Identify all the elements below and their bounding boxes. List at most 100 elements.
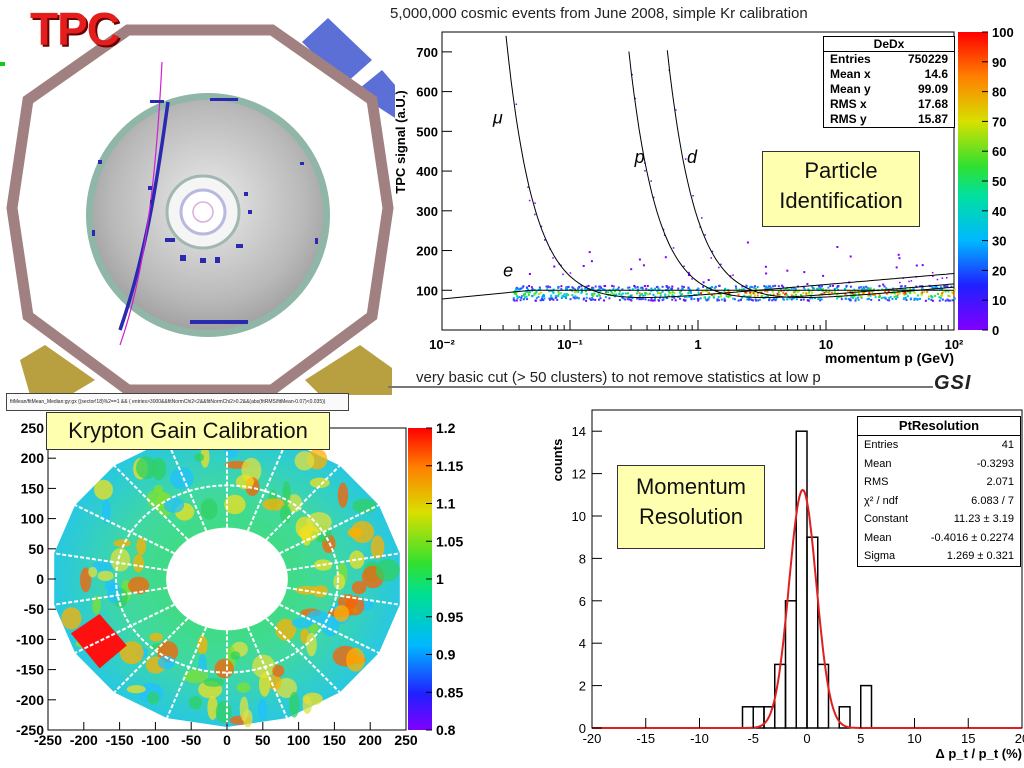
dedx-point xyxy=(817,298,820,300)
dedx-point xyxy=(816,287,819,290)
dedx-point xyxy=(806,299,809,302)
dedx-point xyxy=(784,288,787,291)
dedx-point xyxy=(857,298,860,301)
dedx-point xyxy=(612,285,615,288)
dedx-point xyxy=(549,298,551,301)
dedx-point xyxy=(757,292,760,294)
dedx-point xyxy=(886,299,889,302)
dedx-point xyxy=(921,286,924,289)
dedx-point xyxy=(802,292,805,295)
dedx-point xyxy=(515,103,518,105)
dedx-point xyxy=(528,291,530,294)
dedx-point xyxy=(704,234,706,236)
dedx-point xyxy=(667,294,670,297)
dedx-point xyxy=(638,294,641,297)
dedx-point xyxy=(878,296,880,299)
stats-row: Entries 41 xyxy=(858,436,1020,455)
stats-row: RMS y 15.87 xyxy=(824,112,954,127)
dedx-point xyxy=(943,285,946,288)
dedx-point xyxy=(766,290,769,293)
dedx-point xyxy=(797,290,800,292)
dedx-point xyxy=(650,289,653,292)
dedx-point xyxy=(840,298,843,301)
dedx-point xyxy=(630,268,633,271)
dedx-point xyxy=(683,265,685,267)
x-tick-label: 10 xyxy=(819,337,833,352)
kr-blob xyxy=(349,550,365,569)
dedx-point xyxy=(756,286,759,289)
dedx-point xyxy=(927,297,930,300)
dedx-point xyxy=(627,292,629,295)
dedx-point xyxy=(953,297,956,300)
dedx-point xyxy=(516,295,519,298)
dedx-point xyxy=(549,286,552,289)
dedx-point xyxy=(644,292,647,295)
dedx-point xyxy=(941,288,943,291)
kr-sector-line xyxy=(113,464,189,541)
dedx-point xyxy=(733,298,736,301)
dedx-point xyxy=(524,290,527,293)
dedx-point xyxy=(729,294,732,297)
cbar-tick-label: 0.85 xyxy=(436,684,463,700)
dedx-point xyxy=(951,291,954,294)
noise-clusters xyxy=(92,98,318,324)
dedx-point xyxy=(590,293,593,296)
dedx-point xyxy=(658,292,661,294)
dedx-point xyxy=(638,292,641,295)
dedx-point xyxy=(611,284,614,287)
dedx-point xyxy=(931,271,934,274)
dedx-point xyxy=(711,286,713,289)
dedx-point xyxy=(571,294,574,297)
dedx-point xyxy=(558,292,561,295)
dedx-point xyxy=(866,298,869,301)
dedx-point xyxy=(725,295,728,298)
dedx-point xyxy=(874,296,877,299)
dedx-point xyxy=(914,297,917,300)
dedx-point xyxy=(818,285,820,288)
dedx-point xyxy=(569,272,572,274)
kr-blob xyxy=(94,479,113,500)
dedx-point xyxy=(819,287,822,290)
dedx-point xyxy=(563,295,566,298)
dedx-point xyxy=(792,291,795,294)
dedx-point xyxy=(800,294,802,296)
dedx-point xyxy=(765,272,768,275)
bethe-bloch-curve xyxy=(666,50,955,299)
dedx-point xyxy=(710,293,713,296)
dedx-point xyxy=(723,297,726,300)
dedx-point xyxy=(952,292,955,295)
dedx-point xyxy=(599,294,601,297)
dedx-point xyxy=(522,285,525,288)
x-tick-label: 10 xyxy=(907,731,921,746)
dedx-point xyxy=(713,287,716,290)
dedx-stats-title: DeDx xyxy=(824,37,954,52)
dedx-point xyxy=(909,292,912,295)
dedx-point xyxy=(634,97,637,100)
dedx-point xyxy=(950,285,953,288)
dedx-point xyxy=(679,297,681,300)
dedx-point xyxy=(853,293,856,296)
dedx-point xyxy=(844,288,847,291)
dedx-point xyxy=(800,298,803,301)
y-tick-label: 150 xyxy=(21,480,45,496)
dedx-point xyxy=(790,287,793,290)
dedx-point xyxy=(869,287,872,290)
dedx-point xyxy=(878,299,881,302)
dedx-point xyxy=(578,297,580,300)
dedx-point xyxy=(773,297,776,299)
dedx-point xyxy=(633,284,636,287)
dedx-point xyxy=(638,258,641,261)
dedx-point xyxy=(710,257,712,259)
y-tick-label: 200 xyxy=(21,450,45,466)
dedx-point xyxy=(604,296,607,299)
dedx-point xyxy=(873,288,875,291)
dedx-point xyxy=(644,170,646,172)
kr-sector-line xyxy=(74,603,175,654)
dedx-point xyxy=(744,291,747,294)
dedx-point xyxy=(636,297,639,300)
dedx-point xyxy=(557,290,560,293)
dedx-point xyxy=(937,293,940,295)
x-tick-label: 10² xyxy=(945,337,964,352)
kr-sector-line xyxy=(54,552,168,572)
dedx-point xyxy=(909,297,912,300)
